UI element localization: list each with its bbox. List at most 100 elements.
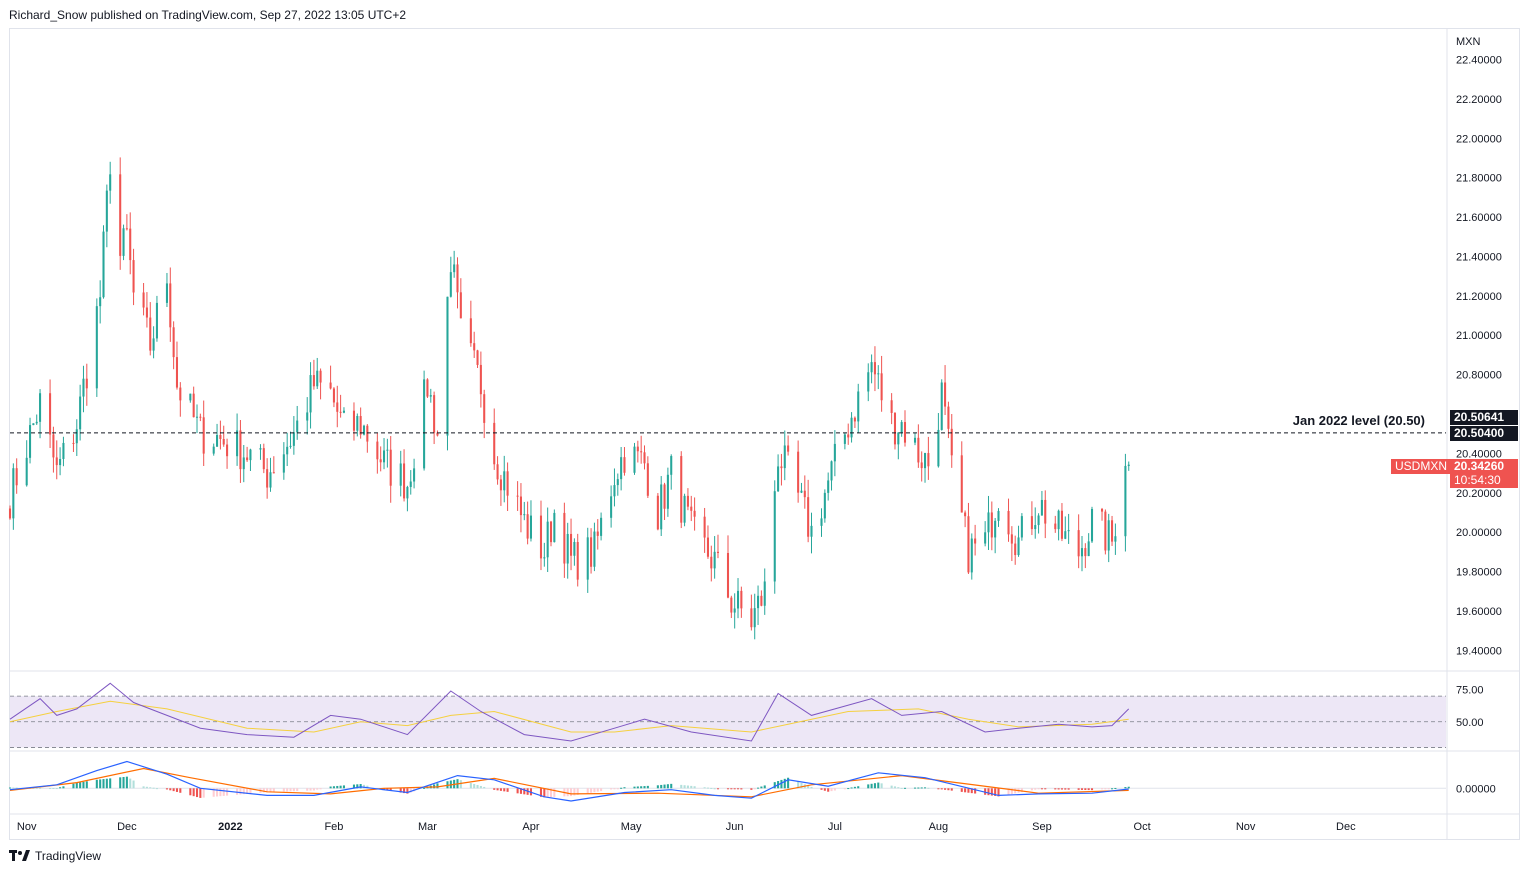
macd-histogram-bar [32,787,35,789]
macd-histogram-bar [316,788,319,790]
candle-body [997,510,1000,521]
candle-body [543,557,546,559]
candle-body [716,551,720,554]
macd-histogram-bar [306,788,309,791]
candle-body [753,608,756,628]
macd-histogram-bar [1104,788,1107,790]
macd-histogram-bar [873,783,876,789]
candle-body [433,395,436,433]
candle-body [102,231,105,298]
price-axis-tick: 21.40000 [1456,251,1502,263]
macd-histogram-bar [85,781,88,789]
macd-histogram-bar [469,783,472,789]
macd-histogram-bar [1060,788,1063,790]
candle-body [339,411,342,413]
macd-histogram-bar [1090,788,1094,791]
candle-body [35,421,38,424]
macd-histogram-bar [783,778,786,789]
macd-histogram-bar [646,785,649,789]
macd-histogram-bar [496,788,499,791]
time-axis-label: May [621,821,642,833]
candle-body [312,375,315,387]
macd-histogram-bar [763,785,766,789]
rsi-axis-tick: 50.00 [1456,717,1484,729]
macd-histogram-bar [35,787,38,789]
time-axis-label: Dec [117,821,137,833]
macd-histogram-bar [586,788,589,794]
macd-histogram-bar [549,788,553,798]
macd-histogram-bar [800,782,803,789]
candle-body [1087,541,1090,557]
candle-body [890,400,893,413]
time-axis-label: Oct [1134,821,1151,833]
macd-histogram-bar [830,788,833,792]
candle-body [266,469,269,488]
macd-histogram-bar [713,788,716,790]
candle-body [503,471,506,491]
macd-histogram-bar [15,787,18,789]
candle-body [873,362,876,375]
candle-body [950,428,953,456]
macd-histogram-bar [807,785,810,789]
candle-body [944,382,947,407]
candle-body [833,443,836,462]
candle-body [32,423,35,426]
macd-histogram-bar [1054,788,1057,790]
macd-histogram-bar [576,788,579,795]
macd-axis-tick: 0.00000 [1456,783,1496,795]
candle-body [496,464,499,480]
candle-body [319,370,322,383]
macd-histogram-bar [553,788,556,797]
macd-histogram-bar [740,788,743,790]
candle-body [483,394,486,423]
price-axis-tick: 21.60000 [1456,212,1502,224]
macd-histogram-bar [870,783,873,789]
tradingview-logo-icon [9,850,30,861]
candle-body [292,432,295,446]
macd-histogram-bar [867,784,870,789]
candle-body [1090,508,1094,542]
macd-histogram-bar [703,787,706,789]
candle-body [783,445,786,469]
macd-histogram-bar [155,788,158,790]
candle-body [1100,508,1104,512]
macd-histogram-bar [546,788,549,798]
macd-histogram-bar [566,788,569,797]
macd-histogram-bar [940,788,943,790]
macd-histogram-bar [79,782,82,789]
macd-histogram-bar [145,786,148,789]
macd-histogram-bar [1064,788,1067,790]
candle-body [202,417,205,454]
macd-histogram-bar [423,787,426,789]
candle-body [853,417,856,422]
macd-histogram-bar [483,786,486,789]
macd-histogram-bar [175,788,179,792]
candle-body [797,451,800,493]
macd-histogram-bar [386,788,389,791]
candle-body [1014,543,1017,556]
macd-histogram-bar [49,787,52,789]
macd-histogram-bar [797,781,800,789]
macd-histogram-bar [773,782,776,789]
candle-body [379,459,382,463]
macd-histogram-bar [269,788,272,793]
candle-body [867,372,870,392]
macd-histogram-bar [1111,788,1114,790]
macd-histogram-bar [753,788,756,790]
macd-histogram-bar [877,782,880,789]
macd-histogram-bar [59,787,62,789]
macd-histogram-bar [239,788,242,795]
tradingview-logo-text: TradingView [35,849,102,863]
macd-histogram-bar [1080,788,1084,790]
macd-histogram-bar [847,788,850,790]
candle-body [386,449,389,451]
macd-histogram-bar [282,788,285,792]
time-axis-label: Jun [726,821,744,833]
candle-body [342,410,345,413]
candle-body [546,521,549,558]
candle-body [960,455,963,513]
candle-body [666,474,669,509]
candle-body [189,393,192,401]
candle-body [99,297,102,307]
